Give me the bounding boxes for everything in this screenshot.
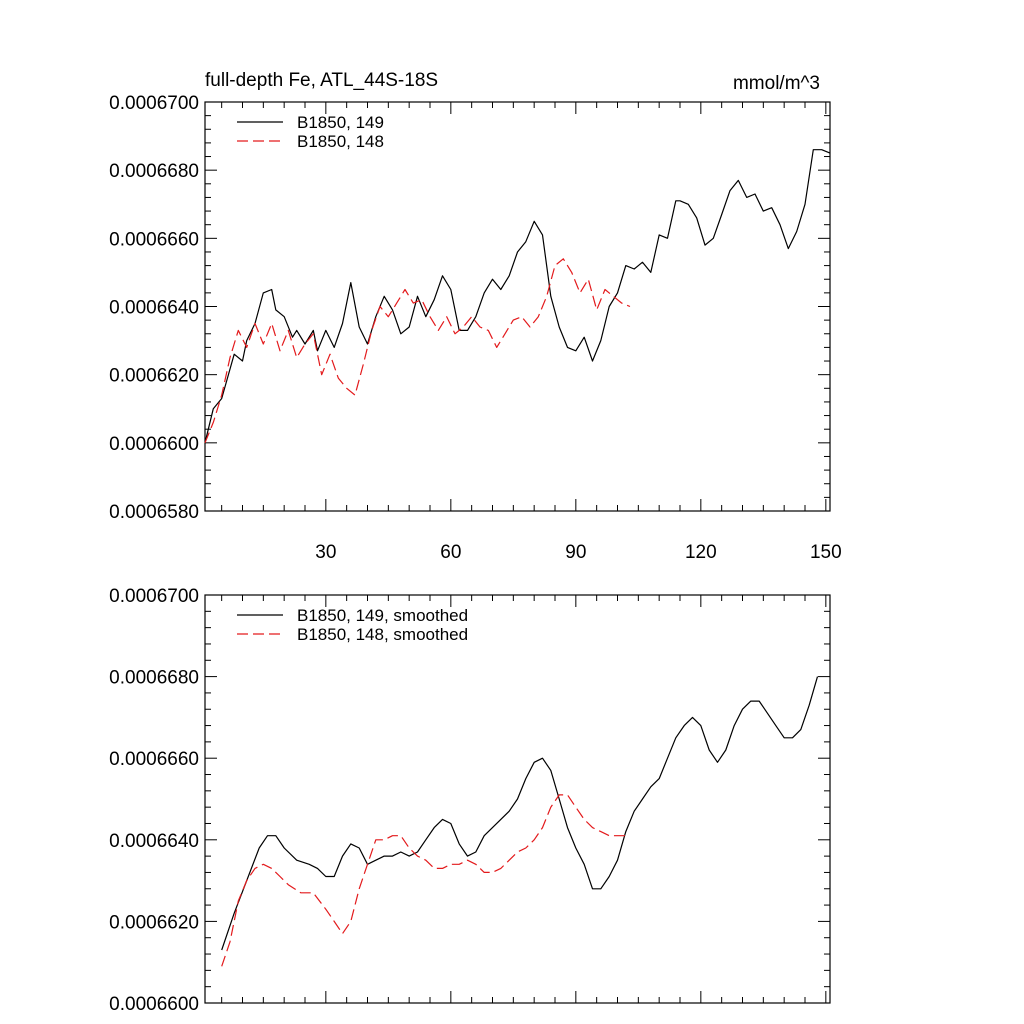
x-tick-label: 60 xyxy=(440,542,461,563)
y-tick-label: 0.0006640 xyxy=(109,831,199,852)
x-tick-label: 30 xyxy=(315,542,336,563)
units-label: mmol/m^3 xyxy=(733,73,820,94)
y-tick-label: 0.0006660 xyxy=(109,229,199,250)
y-tick-label: 0.0006600 xyxy=(109,994,199,1015)
series-line-2 xyxy=(221,794,626,967)
x-tick-label: 120 xyxy=(685,542,717,563)
top-line-chart: 0.0006580 0.0006600 0.0006620 0.0006640 0.00… xyxy=(109,70,842,563)
y-tick-label: 0.0006640 xyxy=(109,298,199,319)
y-tick-label: 0.0006680 xyxy=(109,668,199,689)
x-tick-label: 150 xyxy=(810,542,842,563)
y-tick-label: 0.0006580 xyxy=(109,502,199,523)
y-tick-label: 0.0006660 xyxy=(109,749,199,770)
legend-label: B1850, 148, smoothed xyxy=(297,625,468,644)
series-line-2 xyxy=(204,258,631,444)
y-tick-label: 0.0006700 xyxy=(109,93,199,114)
y-tick-label: 0.0006600 xyxy=(109,434,199,455)
y-tick-label: 0.0006620 xyxy=(109,912,199,933)
y-tick-label: 0.0006700 xyxy=(109,586,199,607)
y-tick-label: 0.0006680 xyxy=(109,161,199,182)
plot-frame xyxy=(204,594,831,1004)
y-tick-label: 0.0006620 xyxy=(109,366,199,387)
legend-label: B1850, 148 xyxy=(297,132,384,151)
chart-title: full-depth Fe, ATL_44S-18S xyxy=(205,70,438,91)
series-line-1 xyxy=(221,676,819,951)
x-tick-label: 90 xyxy=(565,542,586,563)
plot-frame xyxy=(204,101,831,512)
series-line-1 xyxy=(204,149,831,443)
bottom-smoothed-line-chart: 0.0006600 0.0006620 0.0006640 0.0006660 0.00… xyxy=(109,586,831,1015)
legend-label: B1850, 149, smoothed xyxy=(297,606,468,625)
legend-label: B1850, 149 xyxy=(297,113,384,132)
